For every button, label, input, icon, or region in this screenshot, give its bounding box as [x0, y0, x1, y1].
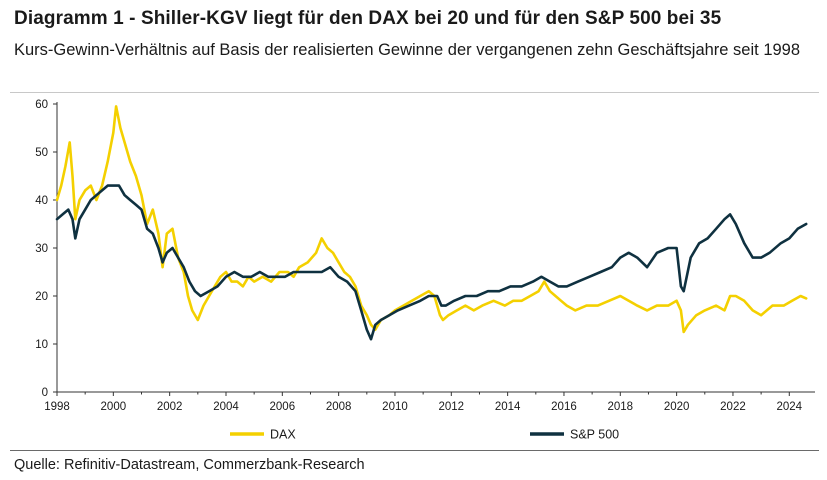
footer-divider — [10, 450, 819, 451]
legend-label-dax: DAX — [270, 428, 296, 442]
x-tick-label: 2014 — [495, 401, 521, 413]
y-tick-label: 0 — [42, 387, 48, 399]
pe-ratio-chart: 0 10 20 30 40 50 60 1998 2000 2002 2004 2006 2008 201… — [35, 99, 815, 442]
x-tick-label: 2024 — [776, 401, 802, 413]
y-tick-label: 30 — [35, 243, 48, 255]
x-tick-label: 2012 — [439, 401, 465, 413]
chart-legend: DAX S&P 500 — [230, 428, 619, 442]
y-tick-label: 50 — [35, 147, 48, 159]
series-line-sp500 — [55, 184, 808, 341]
y-tick-label: 20 — [35, 291, 48, 303]
x-tick-label: 2002 — [157, 401, 183, 413]
chart-series-layer — [55, 105, 808, 341]
chart-axes: 0 10 20 30 40 50 60 1998 2000 2002 2004 2006 2008 201… — [35, 99, 815, 413]
x-tick-label: 2008 — [326, 401, 352, 413]
y-tick-label: 60 — [35, 99, 48, 111]
x-tick-label: 2006 — [270, 401, 296, 413]
x-tick-label: 2020 — [664, 401, 690, 413]
x-tick-label: 2004 — [213, 401, 239, 413]
x-tick-label: 2000 — [101, 401, 127, 413]
x-tick-label: 2016 — [551, 401, 577, 413]
x-tick-label: 2022 — [720, 401, 746, 413]
series-line-dax — [55, 105, 808, 334]
page-subtitle: Kurs-Gewinn-Verhältnis auf Basis der rea… — [14, 41, 801, 59]
legend-label-sp500: S&P 500 — [570, 428, 619, 442]
header-divider — [10, 92, 819, 93]
y-tick-label: 10 — [35, 339, 48, 351]
y-tick-label: 40 — [35, 195, 48, 207]
x-tick-label: 2010 — [382, 401, 408, 413]
page-title: Diagramm 1 - Shiller-KGV liegt für den D… — [14, 8, 722, 29]
x-tick-label: 1998 — [44, 401, 70, 413]
x-tick-label: 2018 — [607, 401, 633, 413]
source-note: Quelle: Refinitiv-Datastream, Commerzban… — [14, 457, 365, 473]
